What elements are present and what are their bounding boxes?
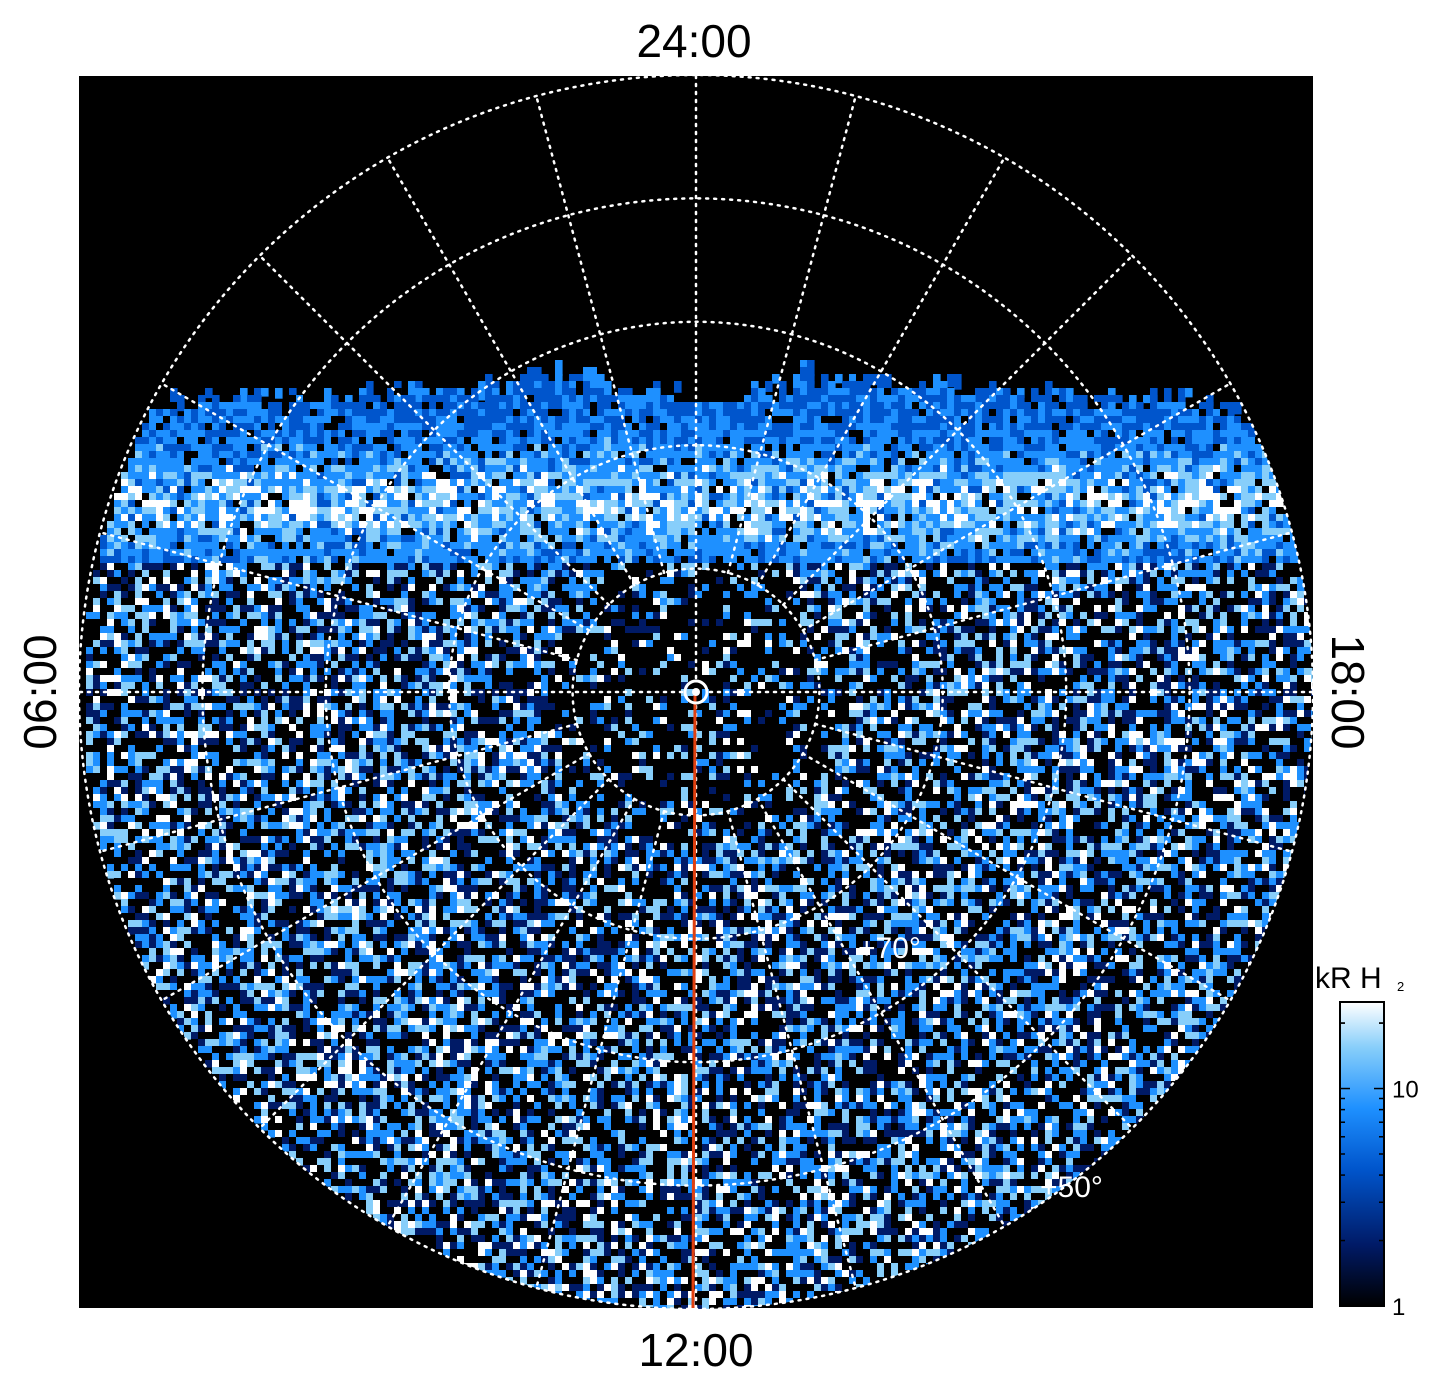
local-time-label-bottom: 12:00 — [638, 1324, 753, 1376]
colorbar-title: kR H — [1315, 962, 1382, 995]
local-time-label-top: 24:00 — [636, 15, 751, 67]
colorbar-title-subscript: 2 — [1397, 979, 1404, 994]
latitude-label-70: +70° — [858, 932, 921, 965]
colorbar: kR H 2 10 1 — [1315, 962, 1419, 1321]
local-time-label-left: 06:00 — [14, 634, 66, 749]
local-time-label-right: 18:00 — [1322, 634, 1374, 749]
reference-meridian-line — [693, 694, 695, 1308]
colorbar-gradient — [1340, 1002, 1384, 1306]
colorbar-tick-label-10: 10 — [1392, 1077, 1419, 1104]
latitude-label-50: +50° — [1040, 1171, 1103, 1204]
colorbar-tick-label-1: 1 — [1392, 1294, 1405, 1321]
